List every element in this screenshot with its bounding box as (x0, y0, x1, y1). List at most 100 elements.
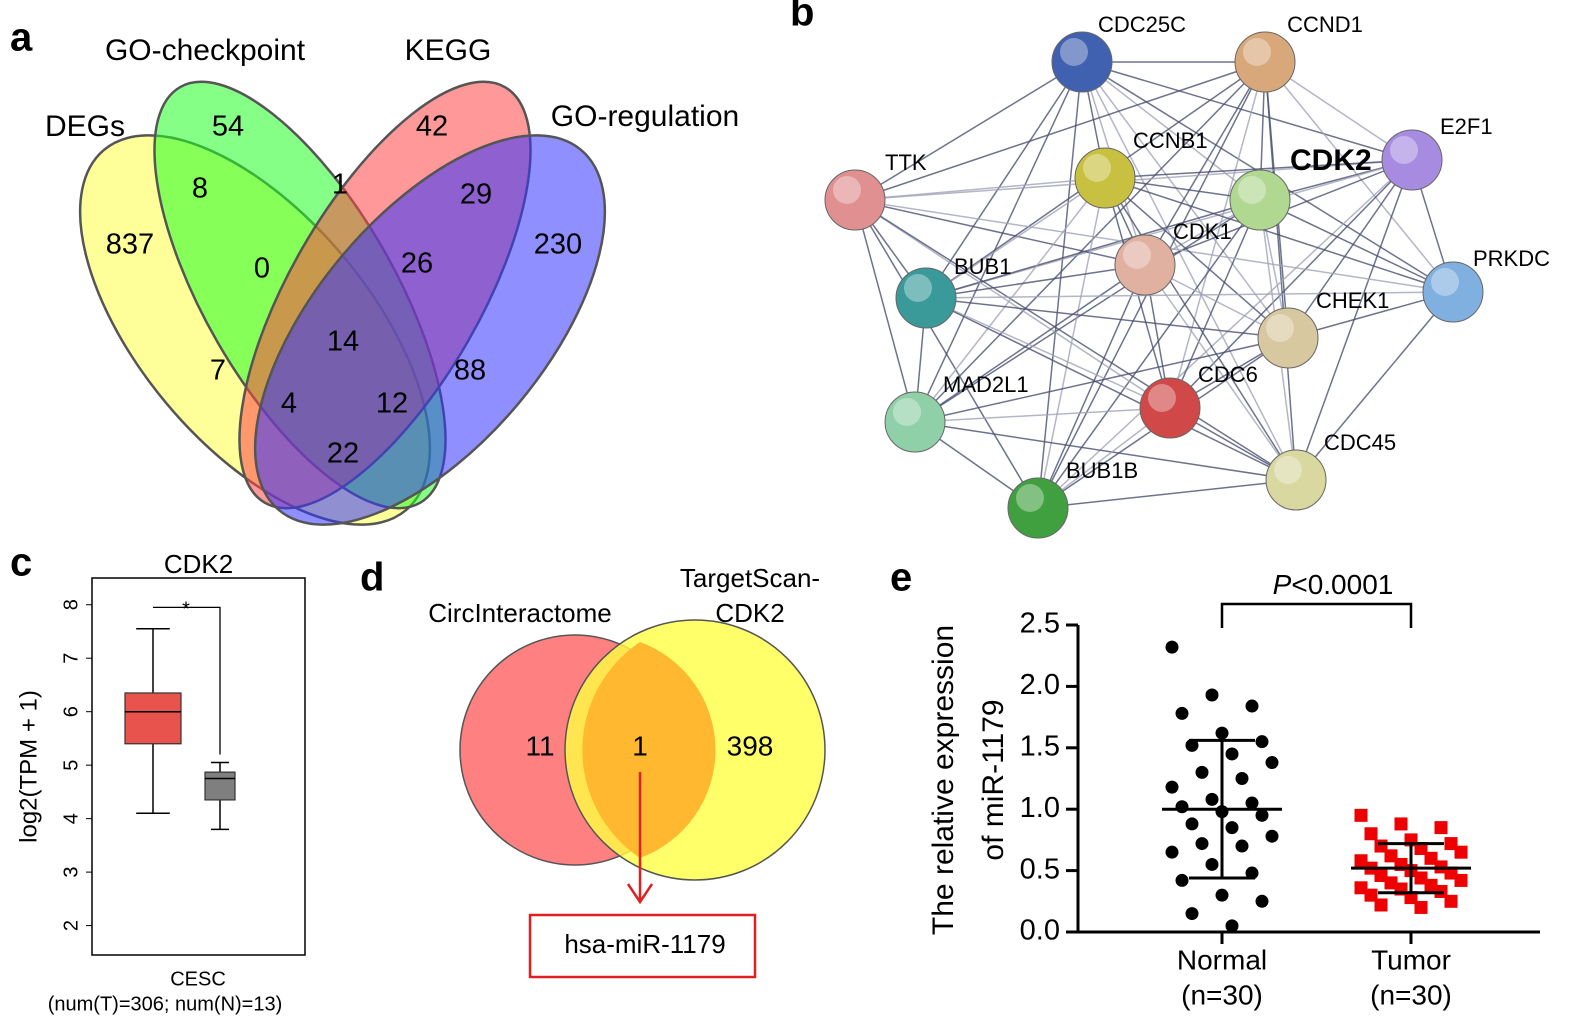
node-label: PRKDC (1473, 246, 1550, 271)
region-count: 398 (727, 730, 774, 761)
node (1114, 234, 1176, 296)
node-highlight (893, 398, 921, 426)
point (1384, 849, 1398, 863)
venn-a (78, 80, 607, 526)
region-count: 88 (454, 355, 486, 387)
node-label: CCNB1 (1133, 128, 1208, 153)
node-highlight (1431, 268, 1459, 296)
edge (854, 199, 916, 423)
node (1074, 147, 1136, 209)
y-tick-label: 5 (60, 760, 82, 771)
edge (925, 297, 1297, 481)
node-label: CDK2 (1290, 144, 1372, 177)
node (1257, 307, 1319, 369)
point (1175, 873, 1189, 887)
node-label: BUB1 (954, 254, 1011, 279)
region-count: 8 (192, 173, 208, 205)
y-tick-label: 0.5 (1020, 853, 1060, 885)
significance-bracket (153, 606, 221, 755)
node (1265, 449, 1327, 511)
point (1255, 894, 1269, 908)
node-highlight (1016, 484, 1044, 512)
node-highlight (1083, 154, 1111, 182)
point (1185, 738, 1199, 752)
point (1265, 829, 1279, 843)
y-tick-label: 8 (60, 599, 82, 610)
edge (1037, 177, 1106, 509)
node-label: BUB1B (1066, 458, 1138, 483)
chart-title: CDK2 (164, 549, 233, 579)
y-tick-label: 1.5 (1020, 730, 1060, 762)
point (1414, 871, 1428, 885)
point (1215, 888, 1229, 902)
point (1235, 839, 1249, 853)
point (1384, 876, 1398, 890)
y-tick-label: 4 (60, 813, 82, 824)
node-label: TTK (885, 150, 927, 175)
set-label: KEGG (405, 34, 492, 67)
y-axis-label: of miR-1179 (977, 699, 1010, 860)
region-count: 1 (332, 169, 348, 201)
node-label: E2F1 (1440, 114, 1493, 139)
region-count: 230 (534, 229, 582, 261)
node-label: CDK1 (1173, 219, 1232, 244)
edge (1295, 291, 1454, 481)
point (1165, 845, 1179, 859)
point (1205, 792, 1219, 806)
edge (1037, 199, 1261, 509)
x-tick-label: Tumor (1371, 944, 1451, 975)
point (1414, 900, 1428, 914)
point (1364, 888, 1378, 902)
point (1374, 869, 1388, 883)
edge (1144, 264, 1297, 481)
node-highlight (1390, 136, 1418, 164)
panel-label: e (890, 556, 912, 600)
edge (925, 297, 1171, 409)
plot-frame (91, 577, 306, 956)
x-tick-label: CESC (170, 968, 226, 990)
edge (1264, 61, 1454, 293)
edge (925, 199, 1261, 299)
box (124, 692, 182, 745)
node-highlight (1060, 38, 1088, 66)
edge (925, 177, 1106, 299)
node-label: MAD2L1 (943, 372, 1029, 397)
edge (1169, 61, 1266, 409)
region-count: 837 (106, 229, 154, 261)
region-count: 7 (210, 355, 226, 387)
node (1007, 477, 1069, 539)
edge (1081, 61, 1289, 339)
node-label: CDC45 (1324, 430, 1396, 455)
point (1215, 726, 1229, 740)
node-label: CHEK1 (1316, 288, 1389, 313)
point (1454, 845, 1468, 859)
point (1225, 919, 1239, 933)
node (1229, 169, 1291, 231)
point (1225, 747, 1239, 761)
point (1245, 699, 1259, 713)
set-ellipse (253, 134, 607, 526)
point (1225, 821, 1239, 835)
node (1234, 31, 1296, 93)
edge (1037, 479, 1297, 509)
set-label: GO-regulation (551, 100, 739, 133)
edge (1037, 264, 1146, 509)
point (1195, 765, 1209, 779)
point (1354, 854, 1368, 868)
point (1165, 640, 1179, 654)
edge (1104, 177, 1454, 293)
node (1051, 31, 1113, 93)
y-tick-label: 2 (60, 920, 82, 931)
overlap (582, 642, 716, 858)
edge (914, 421, 1297, 481)
region-count: 0 (254, 253, 270, 285)
set-label: CDK2 (715, 598, 784, 628)
node-label: CCND1 (1287, 12, 1363, 37)
set-label: DEGs (45, 110, 125, 143)
edge (854, 199, 1039, 509)
point (1245, 866, 1259, 880)
annotation: P<0.0001 (1273, 569, 1394, 600)
set-label: GO-checkpoint (105, 34, 306, 67)
y-tick-label: 0.0 (1020, 915, 1060, 947)
point (1205, 857, 1219, 871)
